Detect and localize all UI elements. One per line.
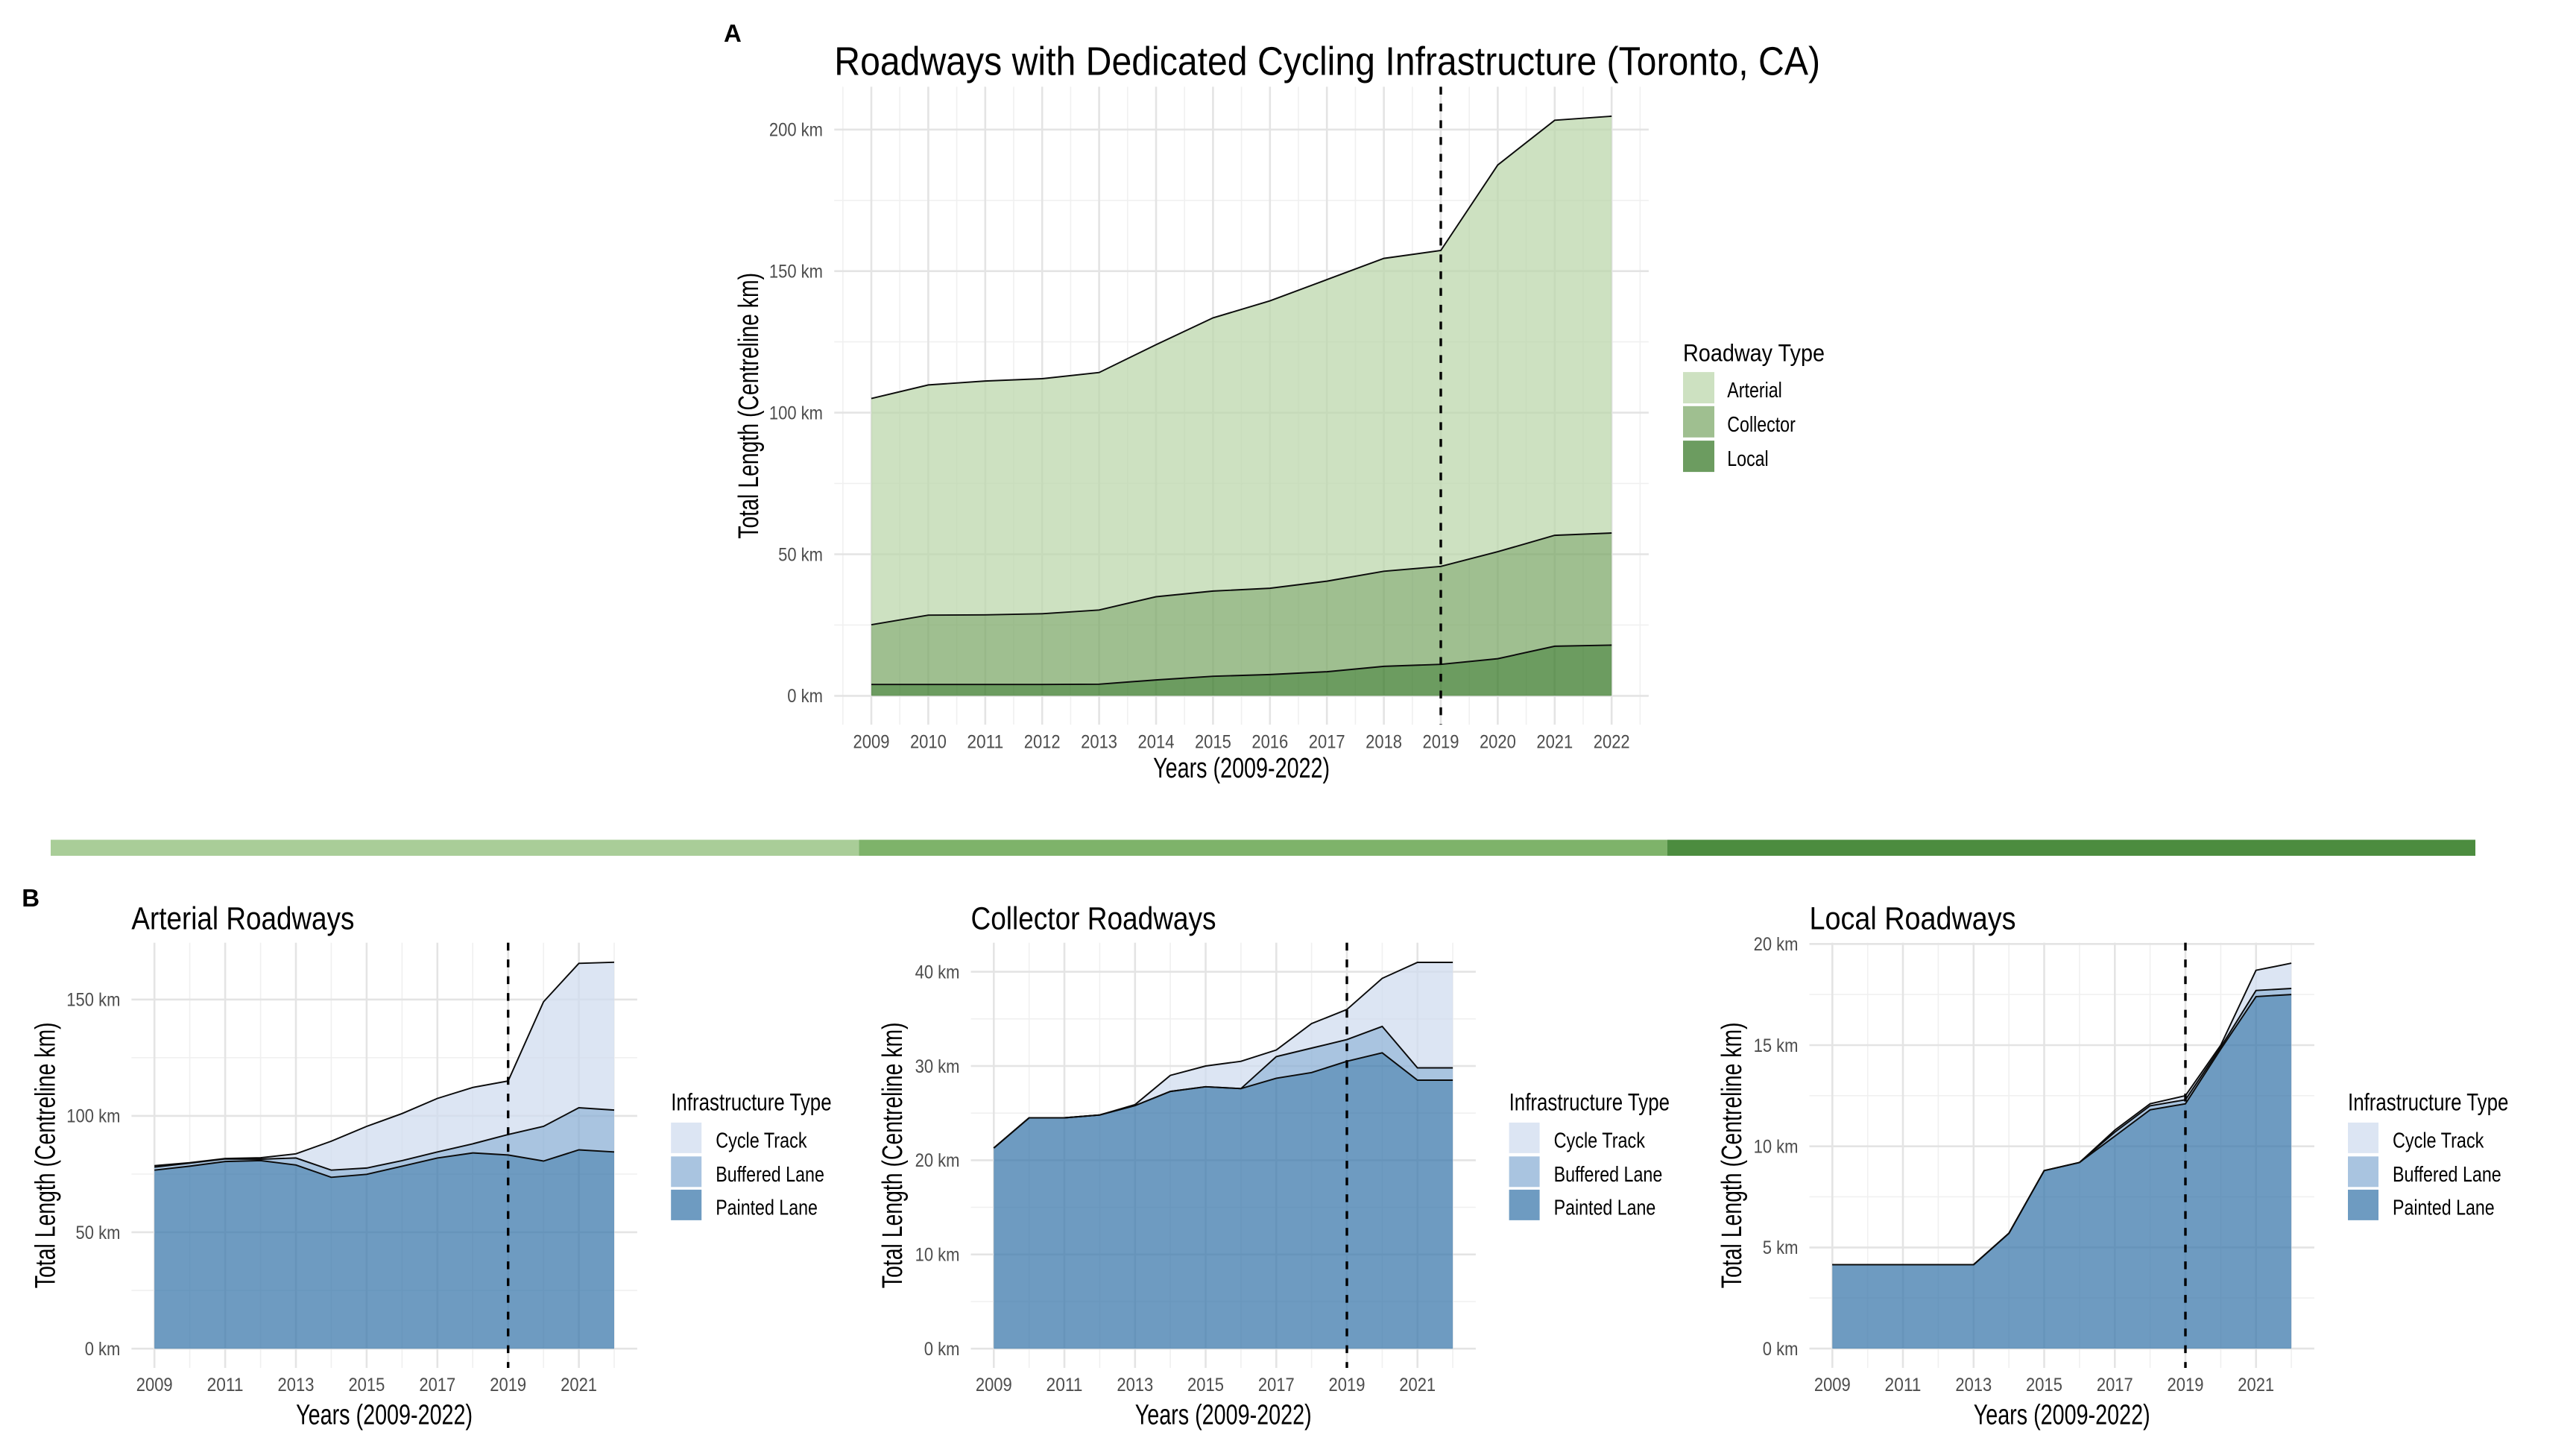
svg-text:10 km: 10 km [915, 1245, 960, 1266]
svg-text:Buffered Lane: Buffered Lane [716, 1163, 824, 1187]
svg-text:100 km: 100 km [769, 403, 823, 423]
svg-text:Painted Lane: Painted Lane [1554, 1196, 1656, 1220]
svg-text:2015: 2015 [2026, 1375, 2062, 1395]
svg-text:0 km: 0 km [1763, 1339, 1799, 1360]
svg-text:2021: 2021 [1399, 1375, 1436, 1395]
svg-text:30 km: 30 km [915, 1056, 960, 1077]
svg-text:0 km: 0 km [85, 1339, 121, 1360]
svg-text:Total Length (Centreline km): Total Length (Centreline km) [733, 273, 765, 539]
svg-text:2009: 2009 [136, 1375, 173, 1395]
svg-text:2009: 2009 [853, 732, 890, 753]
svg-text:2009: 2009 [976, 1375, 1012, 1395]
svg-text:0 km: 0 km [787, 686, 823, 707]
svg-text:2020: 2020 [1480, 732, 1516, 753]
svg-text:2009: 2009 [1814, 1375, 1851, 1395]
svg-text:Arterial: Arterial [1727, 379, 1782, 403]
svg-text:2021: 2021 [561, 1375, 597, 1395]
svg-text:Cycle Track: Cycle Track [716, 1129, 807, 1153]
svg-text:Painted Lane: Painted Lane [2393, 1196, 2495, 1220]
svg-text:2019: 2019 [1423, 732, 1459, 753]
svg-text:Years (2009-2022): Years (2009-2022) [296, 1400, 473, 1431]
svg-text:40 km: 40 km [915, 962, 960, 983]
svg-text:2018: 2018 [1366, 732, 1402, 753]
svg-text:5 km: 5 km [1763, 1237, 1799, 1258]
svg-text:Buffered Lane: Buffered Lane [2393, 1163, 2501, 1187]
svg-text:Collector: Collector [1727, 413, 1796, 437]
svg-text:2017: 2017 [1309, 732, 1345, 753]
svg-text:2013: 2013 [1117, 1375, 1153, 1395]
svg-text:2014: 2014 [1138, 732, 1175, 753]
svg-text:2011: 2011 [207, 1375, 244, 1395]
svg-text:150 km: 150 km [66, 990, 120, 1011]
svg-text:2022: 2022 [1594, 732, 1630, 753]
svg-text:Collector Roadways: Collector Roadways [971, 901, 1216, 937]
svg-text:50 km: 50 km [778, 544, 823, 565]
svg-text:2011: 2011 [1885, 1375, 1922, 1395]
svg-text:Roadways with Dedicated Cyclin: Roadways with Dedicated Cycling Infrastr… [834, 39, 1820, 83]
svg-text:B: B [22, 884, 40, 912]
svg-text:Painted Lane: Painted Lane [716, 1196, 818, 1220]
svg-text:Infrastructure Type: Infrastructure Type [671, 1089, 831, 1116]
svg-text:Arterial Roadways: Arterial Roadways [131, 901, 354, 937]
svg-text:15 km: 15 km [1754, 1035, 1799, 1056]
svg-text:Years (2009-2022): Years (2009-2022) [1135, 1400, 1312, 1431]
svg-text:2015: 2015 [348, 1375, 385, 1395]
svg-text:0 km: 0 km [924, 1339, 960, 1360]
svg-text:2019: 2019 [1329, 1375, 1366, 1395]
svg-text:Total Length (Centreline km): Total Length (Centreline km) [30, 1022, 61, 1288]
svg-text:Infrastructure Type: Infrastructure Type [2348, 1089, 2508, 1116]
svg-text:2015: 2015 [1195, 732, 1231, 753]
svg-text:2013: 2013 [1955, 1375, 1992, 1395]
svg-text:Cycle Track: Cycle Track [2393, 1129, 2484, 1153]
svg-text:Total Length (Centreline km): Total Length (Centreline km) [1717, 1022, 1748, 1288]
svg-text:20 km: 20 km [1754, 934, 1799, 955]
svg-text:Roadway Type: Roadway Type [1683, 340, 1825, 367]
svg-text:2015: 2015 [1187, 1375, 1224, 1395]
svg-text:2010: 2010 [910, 732, 947, 753]
svg-text:Cycle Track: Cycle Track [1554, 1129, 1646, 1153]
svg-text:Buffered Lane: Buffered Lane [1554, 1163, 1663, 1187]
svg-text:2017: 2017 [1258, 1375, 1295, 1395]
svg-text:200 km: 200 km [769, 120, 823, 141]
svg-text:20 km: 20 km [915, 1150, 960, 1171]
svg-text:150 km: 150 km [769, 262, 823, 283]
svg-text:2016: 2016 [1251, 732, 1288, 753]
svg-text:Years (2009-2022): Years (2009-2022) [1153, 753, 1330, 784]
svg-text:100 km: 100 km [66, 1106, 120, 1127]
svg-text:2017: 2017 [419, 1375, 455, 1395]
svg-text:Infrastructure Type: Infrastructure Type [1509, 1089, 1670, 1116]
svg-text:Local: Local [1727, 447, 1768, 471]
svg-text:50 km: 50 km [76, 1223, 121, 1243]
svg-text:2012: 2012 [1024, 732, 1061, 753]
svg-text:A: A [724, 19, 742, 47]
svg-text:2019: 2019 [2168, 1375, 2204, 1395]
svg-text:Years (2009-2022): Years (2009-2022) [1974, 1400, 2150, 1431]
svg-text:2017: 2017 [2097, 1375, 2133, 1395]
svg-text:2011: 2011 [967, 732, 1003, 753]
svg-text:Local Roadways: Local Roadways [1810, 901, 2016, 937]
svg-text:10 km: 10 km [1754, 1137, 1799, 1158]
svg-text:2021: 2021 [2238, 1375, 2274, 1395]
svg-text:2013: 2013 [278, 1375, 315, 1395]
svg-text:2019: 2019 [490, 1375, 526, 1395]
svg-text:Total Length (Centreline km): Total Length (Centreline km) [877, 1022, 909, 1288]
svg-text:2013: 2013 [1081, 732, 1117, 753]
svg-text:2011: 2011 [1046, 1375, 1083, 1395]
svg-text:2021: 2021 [1536, 732, 1573, 753]
